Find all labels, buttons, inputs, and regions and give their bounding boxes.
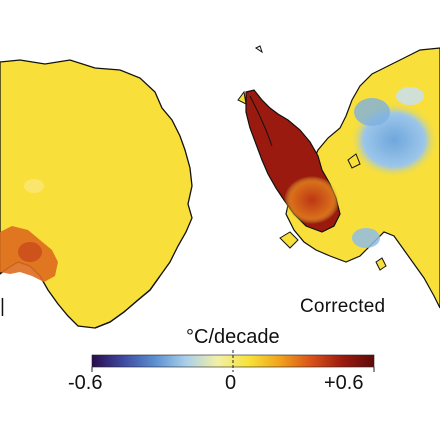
left-map [0,59,193,329]
left-panel-label: | [0,296,5,317]
colorbar-tick-label-max: +0.6 [324,372,364,394]
colorbar-unit-label: °C/decade [186,326,280,348]
right-map [237,45,440,309]
colorbar-tick-label-zero: 0 [225,372,237,394]
colorbar [91,350,375,372]
colorbar-tick-label-min: -0.6 [68,372,103,394]
left-continent [0,59,193,329]
right-panel-label: Corrected [300,296,386,317]
